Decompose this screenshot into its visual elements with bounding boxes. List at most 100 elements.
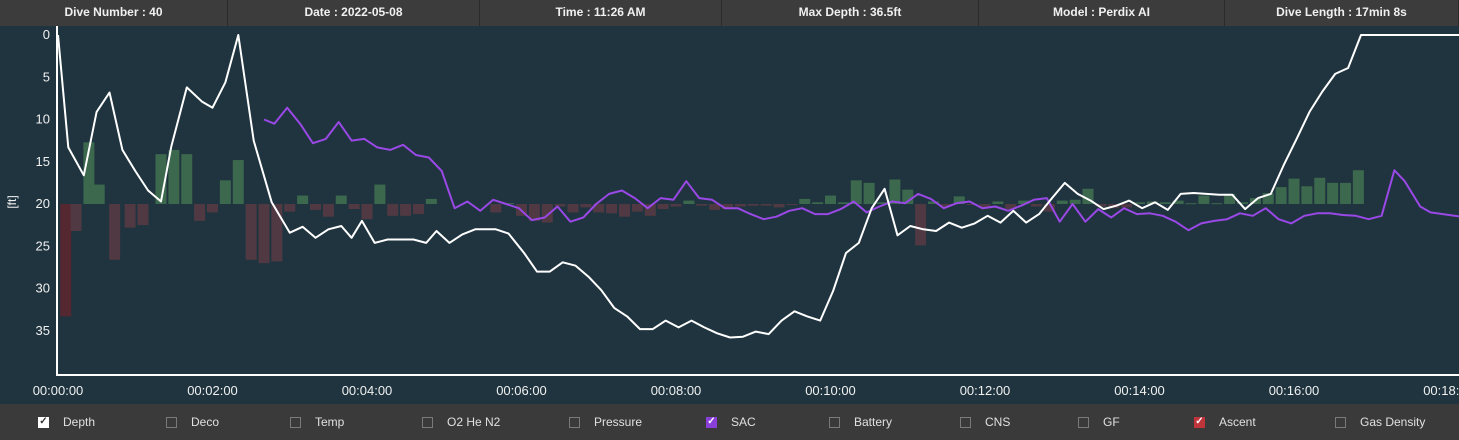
x-tick-label: 00:12:00 [960, 383, 1011, 398]
checkbox-unchecked-icon[interactable] [829, 416, 840, 428]
ascent-bar [413, 204, 424, 215]
ascent-bar [1018, 200, 1030, 204]
legend-label: O2 He N2 [447, 415, 501, 429]
ascent-bar [902, 189, 914, 204]
ascent-bar [387, 204, 399, 216]
ascent-bar [284, 204, 296, 212]
ascent-bar [232, 160, 244, 204]
ascent-bar [1275, 187, 1287, 204]
ascent-bar [1005, 204, 1017, 210]
ascent-bar [876, 202, 888, 204]
y-tick-label: 35 [36, 323, 50, 338]
ascent-bar [1301, 186, 1313, 204]
ascent-bar [83, 142, 95, 204]
ascent-bar [580, 204, 592, 208]
ascent-bar [1043, 204, 1055, 212]
x-tick-label: 00:04:00 [342, 383, 393, 398]
sac-line [263, 106, 1459, 232]
checkbox-unchecked-icon[interactable] [569, 416, 580, 428]
checkbox-unchecked-icon[interactable] [422, 416, 433, 428]
ascent-bar [1352, 170, 1364, 204]
y-tick-label: 25 [36, 238, 50, 253]
ascent-bar [631, 204, 643, 212]
ascent-bar [155, 154, 167, 204]
checkbox-checked-icon[interactable]: ✓ [1194, 416, 1205, 428]
legend-label: CNS [985, 415, 1011, 429]
legend-item-gas-density[interactable]: Gas Density [1335, 415, 1425, 429]
ascent-bar [271, 204, 283, 262]
ascent-bar [940, 204, 952, 207]
header-time: Time : 11:26 AM [480, 0, 722, 26]
series-legend-bar: ✓ Depth Deco Temp O2 He N2 Pressure ✓ SAC Batter… [0, 404, 1459, 440]
ascent-bar [194, 204, 206, 221]
ascent-bar [297, 195, 309, 204]
ascent-bar [850, 180, 862, 204]
ascent-bar [773, 204, 785, 208]
ascent-bar [1340, 182, 1351, 204]
ascent-bar [335, 195, 347, 204]
y-tick-label: 20 [36, 196, 50, 211]
ascent-bar [1211, 203, 1223, 205]
checkbox-unchecked-icon[interactable] [1335, 416, 1346, 428]
legend-item-o2-he-n2[interactable]: O2 He N2 [422, 415, 500, 429]
ascent-bar [696, 204, 708, 206]
legend-item-battery[interactable]: Battery [829, 415, 892, 429]
dive-info-header: Dive Number : 40 Date : 2022-05-08 Time : … [0, 0, 1459, 26]
ascent-bar [124, 204, 136, 228]
ascent-bar [425, 198, 437, 204]
x-tick-label: 00:00:00 [33, 383, 84, 398]
checkbox-checked-icon[interactable]: ✓ [706, 416, 717, 428]
ascent-bar [93, 184, 105, 204]
ascent-bar [863, 182, 875, 204]
legend-item-temp[interactable]: Temp [290, 415, 344, 429]
y-tick-label: 30 [36, 281, 50, 296]
legend-item-pressure[interactable]: Pressure [569, 415, 642, 429]
header-model: Model : Perdix AI [979, 0, 1225, 26]
ascent-bar [953, 196, 965, 204]
header-dive-length: Dive Length : 17min 8s [1225, 0, 1459, 26]
legend-item-deco[interactable]: Deco [166, 415, 219, 429]
legend-item-cns[interactable]: CNS [960, 415, 1010, 429]
checkbox-unchecked-icon[interactable] [1078, 416, 1089, 428]
ascent-bar [528, 204, 540, 221]
header-date: Date : 2022-05-08 [228, 0, 480, 26]
legend-item-sac[interactable]: ✓ SAC [706, 415, 756, 429]
ascent-bar [503, 203, 515, 205]
header-dive-number: Dive Number : 40 [0, 0, 228, 26]
x-tick-label: 00:02:00 [187, 383, 238, 398]
y-tick-label: 15 [36, 154, 50, 169]
ascent-bar [683, 200, 695, 204]
x-tick-label: 00:16:00 [1269, 383, 1320, 398]
ascent-bar [1069, 199, 1081, 204]
ascent-bar [322, 204, 334, 217]
ascent-bar [1159, 202, 1171, 204]
ascent-bar [348, 204, 360, 210]
ascent-bar [109, 204, 121, 260]
checkbox-checked-icon[interactable]: ✓ [38, 416, 49, 428]
x-tick-label: 00:06:00 [496, 383, 547, 398]
legend-item-gf[interactable]: GF [1078, 415, 1120, 429]
ascent-bar [722, 204, 733, 210]
depth-line [57, 34, 1459, 339]
ascent-bar [1262, 193, 1274, 204]
ascent-bar [1172, 200, 1184, 204]
ascent-bar [760, 204, 772, 206]
legend-label: Gas Density [1360, 415, 1426, 429]
checkbox-unchecked-icon[interactable] [290, 416, 301, 428]
ascent-bar [644, 204, 656, 216]
ascent-bar [207, 204, 218, 213]
x-tick-label: 00:18:00 [1423, 383, 1459, 398]
legend-item-depth[interactable]: ✓ Depth [38, 415, 95, 429]
x-tick-label: 00:08:00 [651, 383, 702, 398]
ascent-bar [310, 204, 321, 210]
chart-canvas[interactable]: 0 5 10 15 20 25 30 35 [ft] 00:00:00 00:02:00 00:04:… [0, 26, 1459, 404]
ascent-bar [1237, 202, 1248, 204]
legend-item-ascent[interactable]: ✓ Ascent [1194, 415, 1256, 429]
legend-label: Battery [854, 415, 893, 429]
ascent-bar [1198, 195, 1210, 204]
checkbox-unchecked-icon[interactable] [166, 416, 177, 428]
checkbox-unchecked-icon[interactable] [960, 416, 971, 428]
dive-profile-chart[interactable]: 0 5 10 15 20 25 30 35 [ft] 00:00:00 00:02:00 00:04:… [0, 26, 1459, 404]
ascent-bar [837, 202, 849, 204]
ascent-bar [1314, 177, 1326, 204]
